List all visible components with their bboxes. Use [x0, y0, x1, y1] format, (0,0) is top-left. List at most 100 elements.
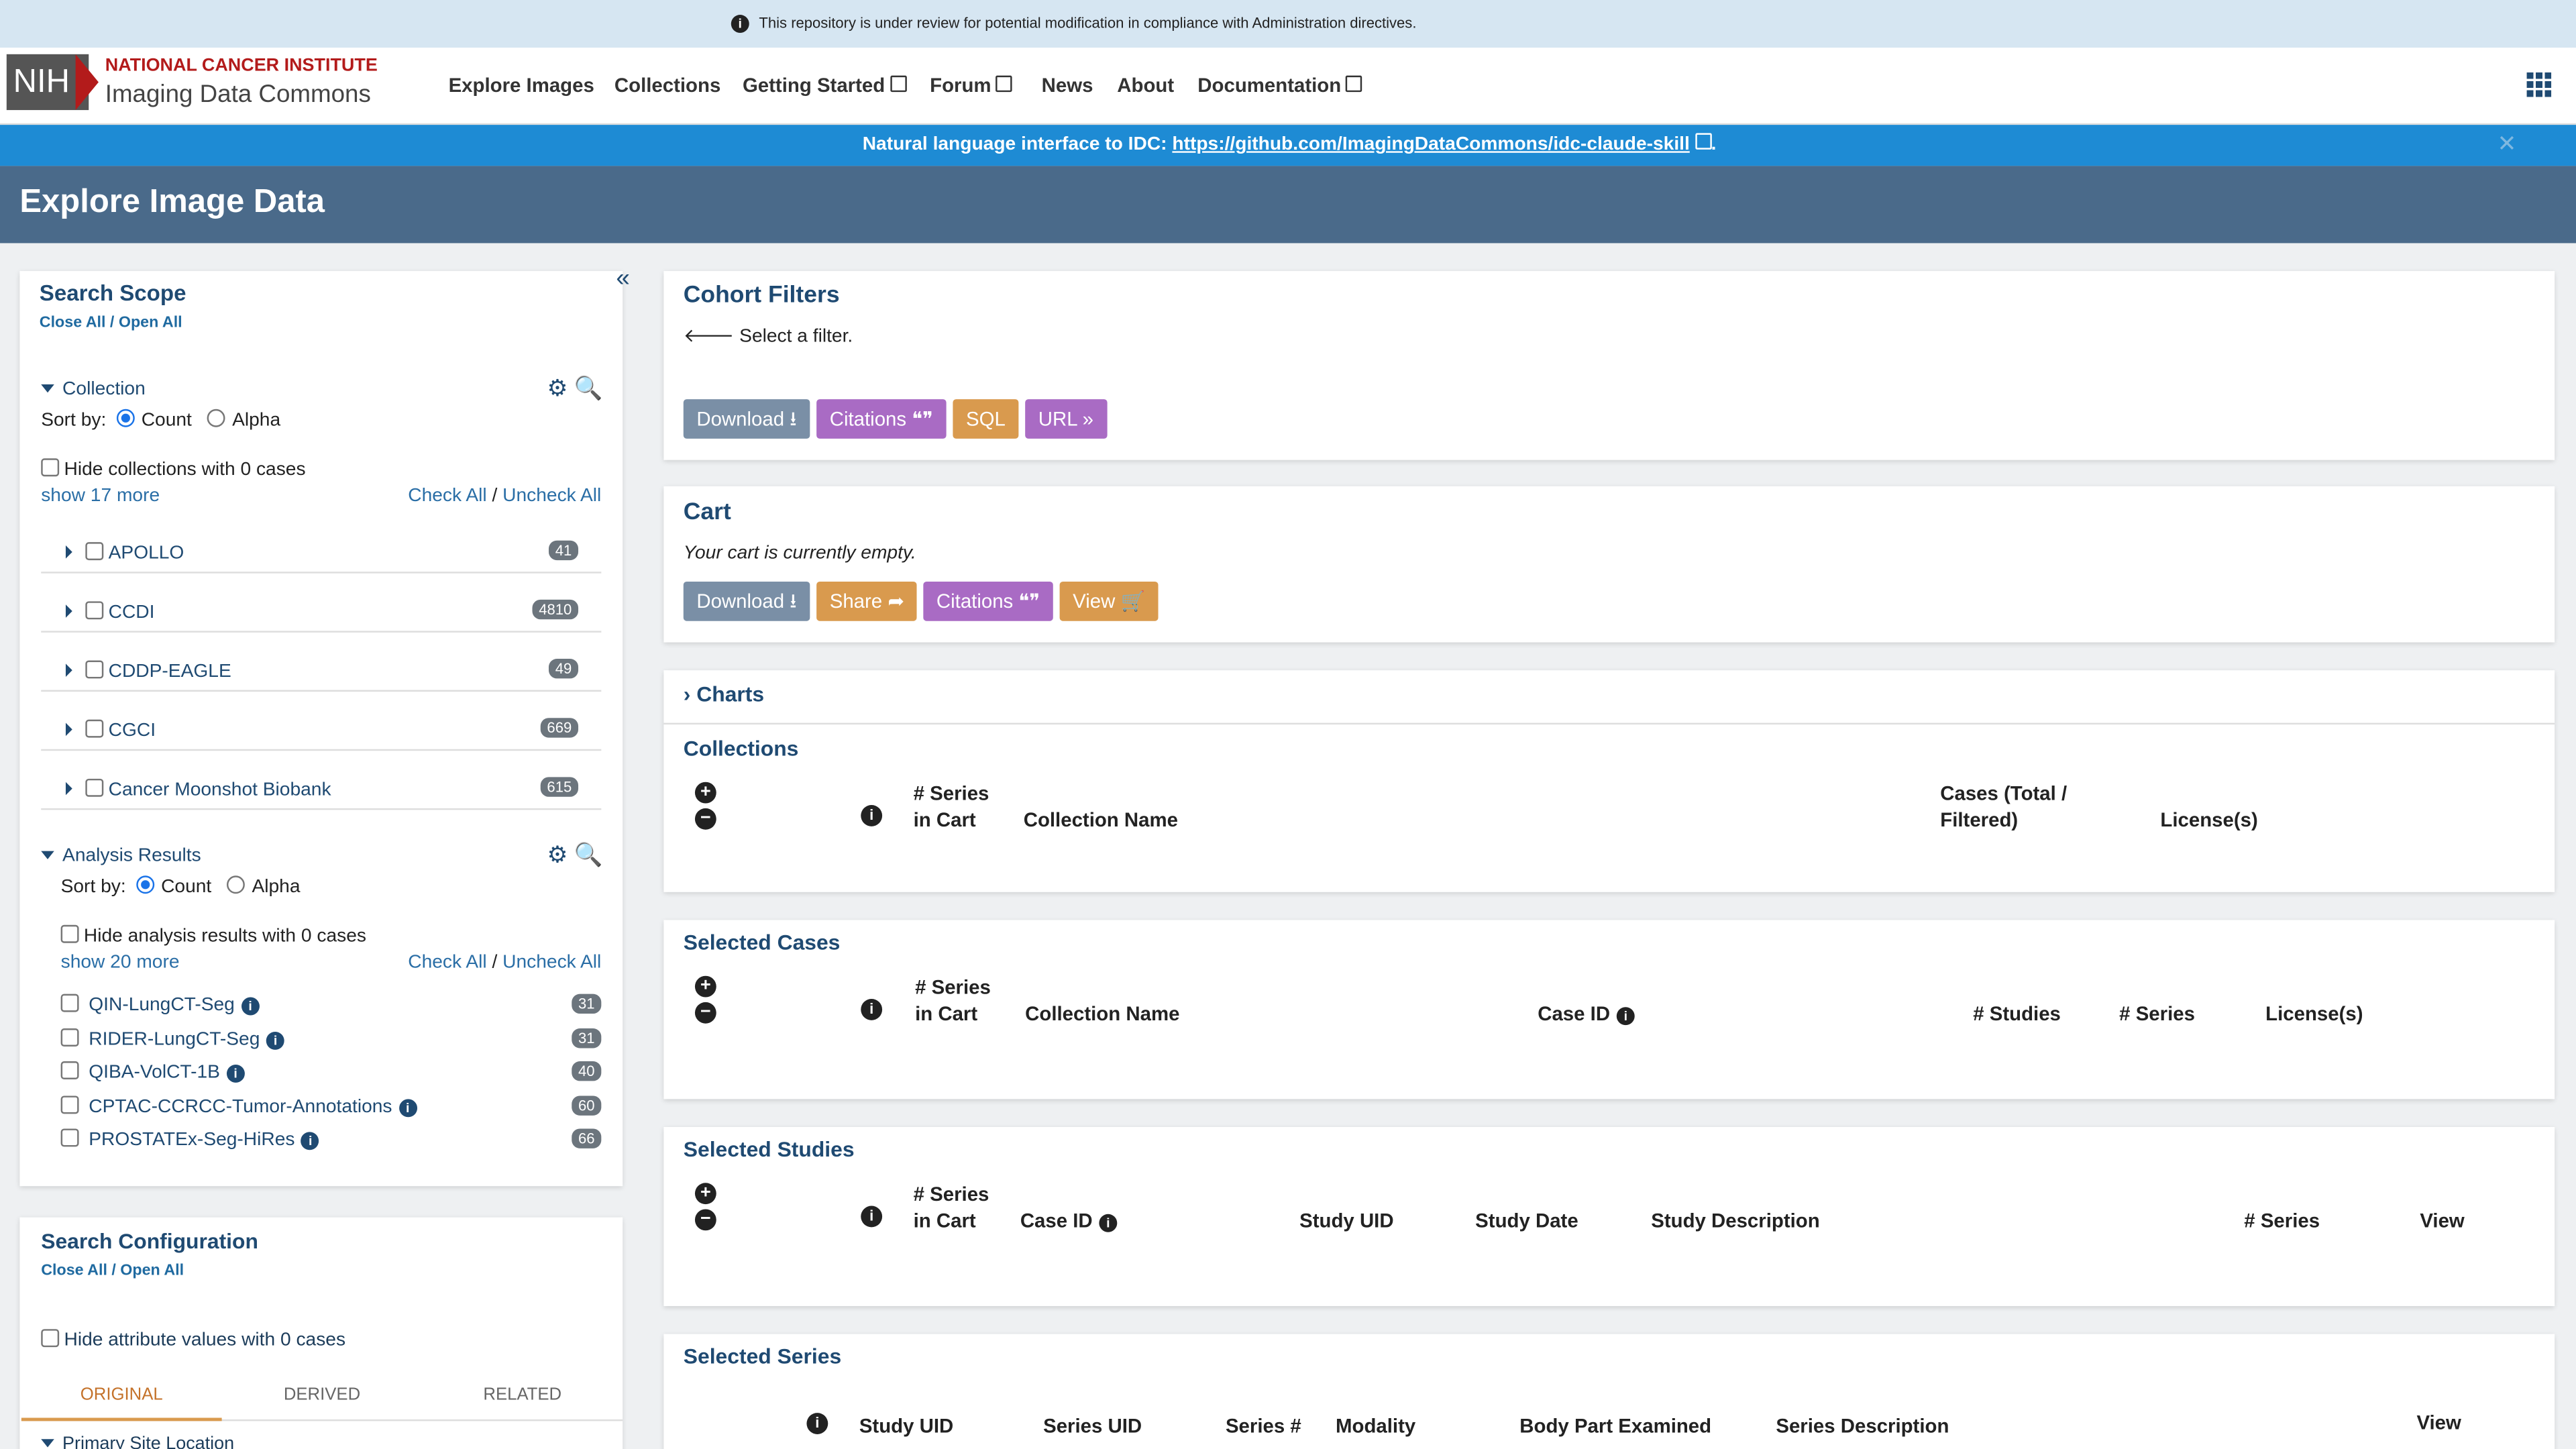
button[interactable]: Download ⭳	[683, 581, 810, 621]
sort-option[interactable]: Alpha	[252, 877, 301, 898]
facet-item[interactable]: CDDP-EAGLE	[65, 660, 231, 682]
tab[interactable]: ORIGINAL	[80, 1385, 163, 1405]
collapse-all[interactable]: −	[694, 1002, 716, 1024]
ext-icon	[996, 75, 1013, 93]
nav-item[interactable]: Collections	[614, 74, 720, 97]
facet-tools[interactable]: ⚙ 🔍	[547, 374, 603, 401]
item-count: 40	[572, 1061, 602, 1081]
notice-bar	[0, 125, 2576, 166]
sort-row: Sort by: Count Alpha	[41, 409, 280, 431]
column-header[interactable]: Study Date	[1475, 1208, 1640, 1234]
expand-all[interactable]: +	[694, 782, 716, 804]
nav-item[interactable]: News	[1042, 74, 1093, 97]
apps-icon[interactable]	[2526, 72, 2552, 97]
facet-header[interactable]: Analysis Results	[41, 846, 201, 866]
tab[interactable]: RELATED	[483, 1385, 562, 1405]
config-hide[interactable]: Hide attribute values with 0 cases	[41, 1329, 345, 1350]
column-header[interactable]: # Series	[2244, 1208, 2375, 1234]
column-header[interactable]: License(s)	[2160, 806, 2308, 833]
cohort-title: Cohort Filters	[683, 282, 840, 309]
column-header-text: Series Description	[1776, 1414, 1949, 1438]
column-header[interactable]: Series Description	[1776, 1413, 2022, 1439]
button[interactable]: View 🛒	[1059, 581, 1159, 621]
button[interactable]: Share ➦	[816, 581, 918, 621]
facet-item[interactable]: CPTAC-CCRCC-Tumor-Annotations	[60, 1095, 417, 1117]
column-header[interactable]: # Series in Cart	[914, 1181, 996, 1234]
column-header[interactable]: View	[2416, 1409, 2515, 1436]
expand-all[interactable]: +	[694, 1183, 716, 1205]
hide-zero[interactable]: Hide analysis results with 0 cases	[60, 924, 366, 947]
show-more[interactable]: show 17 more	[41, 486, 160, 506]
search-config-card	[19, 1217, 623, 1449]
column-header[interactable]: Study UID	[1299, 1208, 1464, 1234]
column-header[interactable]: Study Description	[1651, 1208, 1980, 1234]
collections-card	[663, 670, 2555, 892]
column-header[interactable]: Case ID	[1020, 1208, 1218, 1234]
uncheck-all[interactable]: Uncheck All	[502, 486, 602, 506]
search-scope-title: Search Scope	[39, 280, 186, 306]
sort-option[interactable]: Alpha	[232, 411, 281, 431]
product-name: Imaging Data Commons	[105, 80, 371, 109]
item-count: 66	[572, 1128, 602, 1148]
nav-item[interactable]: Getting Started	[743, 74, 907, 97]
button[interactable]: Download ⭳	[683, 399, 810, 439]
collapse-all[interactable]: −	[694, 808, 716, 830]
show-more[interactable]: show 20 more	[60, 953, 180, 973]
column-header[interactable]: # Series	[2119, 1000, 2251, 1026]
close-notice[interactable]: ✕	[2497, 129, 2517, 156]
facet-item[interactable]: APOLLO	[65, 542, 184, 564]
check-all[interactable]: Check All	[408, 486, 487, 506]
config-close-open[interactable]: Close All / Open All	[41, 1261, 184, 1280]
column-header[interactable]: Case ID	[1538, 1000, 1866, 1026]
column-header[interactable]: # Series in Cart	[914, 780, 996, 833]
nav-item[interactable]: Documentation	[1197, 74, 1363, 97]
notice-link[interactable]: https://github.com/ImagingDataCommons/id…	[1172, 134, 1690, 155]
column-header[interactable]: License(s)	[2265, 1000, 2397, 1026]
facet-item[interactable]: CCDI	[65, 601, 155, 623]
facet-item[interactable]: RIDER-LungCT-Seg	[60, 1027, 285, 1049]
button[interactable]: SQL	[953, 399, 1019, 439]
sort-option[interactable]: Count	[161, 877, 212, 898]
check-all[interactable]: Check All	[408, 953, 487, 973]
column-header[interactable]: Cases (Total / Filtered)	[1940, 780, 2088, 833]
column-header[interactable]: Study UID	[859, 1413, 1024, 1439]
collapse-sidebar[interactable]: «	[616, 264, 630, 292]
sort-option[interactable]: Count	[141, 411, 192, 431]
column-header[interactable]: Modality	[1336, 1413, 1500, 1439]
charts-sep	[663, 722, 2555, 725]
close-open[interactable]: Close All / Open All	[39, 313, 182, 332]
item-name: PROSTATEx-Seg-HiRes	[89, 1130, 295, 1150]
nav-item[interactable]: Forum	[930, 74, 1013, 97]
check-uncheck: Check All / Uncheck All	[408, 953, 602, 973]
column-header[interactable]: Collection Name	[1024, 806, 1352, 833]
hide-zero[interactable]: Hide collections with 0 cases	[41, 458, 306, 480]
column-header[interactable]: # Series in Cart	[915, 974, 997, 1026]
column-header[interactable]: # Studies	[1973, 1000, 2104, 1026]
facet-tools[interactable]: ⚙ 🔍	[547, 841, 603, 868]
facet-item[interactable]: QIN-LungCT-Seg	[60, 994, 260, 1016]
facet-item[interactable]: QIBA-VolCT-1B	[60, 1061, 245, 1083]
facet-item[interactable]: CGCI	[65, 719, 156, 741]
column-header[interactable]: Series UID	[1043, 1413, 1208, 1439]
nav-item[interactable]: About	[1117, 74, 1174, 97]
button[interactable]: URL »	[1025, 399, 1107, 439]
item-name: CPTAC-CCRCC-Tumor-Annotations	[89, 1096, 392, 1117]
charts-toggle[interactable]: › Charts	[683, 682, 765, 707]
first-section[interactable]: Primary Site Location	[41, 1434, 234, 1449]
button[interactable]: Citations ❝❞	[923, 581, 1053, 621]
column-header-text: Collection Name	[1023, 808, 1178, 832]
facet-item[interactable]: Cancer Moonshot Biobank	[65, 778, 331, 800]
button[interactable]: Citations ❝❞	[816, 399, 947, 439]
facet-item[interactable]: PROSTATEx-Seg-HiRes	[60, 1128, 320, 1150]
tab[interactable]: DERIVED	[283, 1385, 361, 1405]
nav-item[interactable]: Explore Images	[449, 74, 594, 97]
facet-header[interactable]: Collection	[41, 380, 146, 399]
column-header[interactable]: Body Part Examined	[1519, 1413, 1766, 1439]
item-sep	[41, 572, 602, 574]
uncheck-all[interactable]: Uncheck All	[502, 953, 602, 973]
column-header[interactable]: View	[2420, 1208, 2518, 1234]
collapse-all[interactable]: −	[694, 1209, 716, 1231]
column-header[interactable]: Collection Name	[1025, 1000, 1354, 1026]
expand-all[interactable]: +	[694, 975, 716, 998]
column-header[interactable]: Series #	[1226, 1413, 1324, 1439]
